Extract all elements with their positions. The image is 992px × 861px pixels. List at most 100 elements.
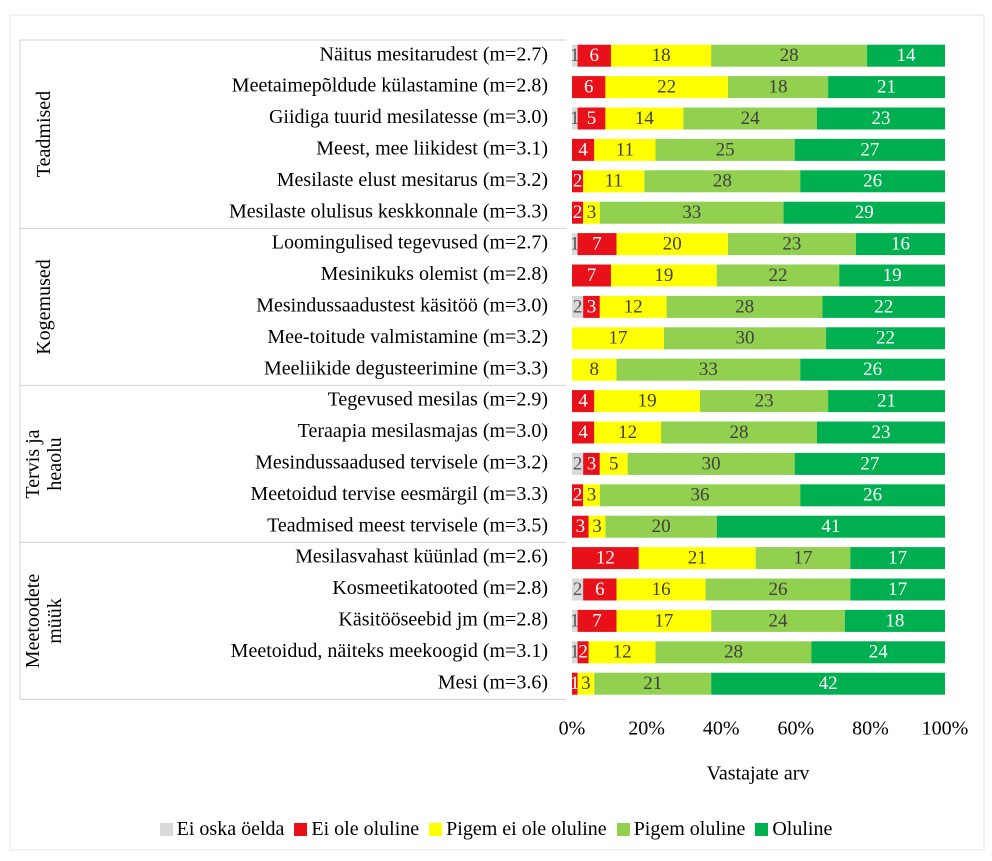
data-label: 22 (876, 328, 895, 349)
bar-segment (599, 295, 667, 318)
bar-segment (577, 107, 606, 130)
data-label: 5 (609, 453, 619, 474)
bar-segment (605, 76, 728, 99)
data-label: 19 (654, 265, 673, 286)
legend-label: Oluline (772, 818, 833, 840)
group-label: Teadmised (33, 91, 55, 178)
bar-segment (794, 138, 945, 161)
bar-segment (577, 609, 617, 632)
bar-segment (616, 358, 801, 381)
data-label: 14 (897, 45, 917, 66)
category-label: Loomingulised tegevused (m=2.7) (272, 232, 548, 254)
data-label: 16 (652, 579, 671, 600)
bar-segment (588, 641, 656, 664)
bar-segment (577, 44, 611, 67)
data-label: 19 (883, 265, 902, 286)
data-label: 18 (885, 610, 904, 631)
bar-segment (572, 578, 584, 601)
bar-segment (583, 170, 645, 193)
data-label: 33 (699, 359, 718, 380)
bar-segment (666, 295, 823, 318)
bar-segment (700, 390, 829, 413)
data-label: 25 (716, 139, 735, 160)
legend: Ei oska öelda Ei ole oluline Pigem ei ole … (0, 818, 992, 841)
data-label: 1 (570, 108, 580, 129)
bar-segment (605, 515, 717, 538)
category-label: Mesi (m=3.6) (438, 671, 548, 693)
data-label: 18 (652, 45, 671, 66)
x-tick-label: 0% (559, 718, 586, 740)
bar-segment (755, 547, 851, 570)
data-label: 30 (735, 328, 754, 349)
bar-segment (572, 233, 578, 256)
category-label: Mesindussaadused tervisele (m=3.2) (255, 451, 548, 473)
data-label: 11 (616, 139, 634, 160)
bar-segment (844, 609, 945, 632)
data-label: 12 (618, 422, 637, 443)
category-label: Mesilaste olulisus keskkonnale (m=3.3) (229, 200, 548, 222)
x-tick-label: 100% (922, 718, 969, 740)
bar-segment (816, 107, 945, 130)
data-label: 24 (869, 642, 889, 663)
bar-segment (638, 547, 756, 570)
bar-segment (867, 44, 945, 67)
bar-segment (577, 233, 617, 256)
bar-segment (783, 201, 945, 224)
data-label: 23 (871, 108, 890, 129)
bar-segment (655, 641, 812, 664)
bar-segment (594, 672, 712, 695)
bar-segment (572, 358, 617, 381)
bar-segment (661, 421, 817, 444)
data-label: 28 (713, 171, 732, 192)
category-label: Meetaimepõldude külastamine (m=2.8) (232, 75, 548, 97)
data-label: 1 (570, 233, 580, 254)
data-label: 6 (595, 579, 605, 600)
category-label: Kosmeetikatooted (m=2.8) (332, 577, 548, 599)
data-label: 2 (573, 485, 583, 506)
bar-segment (572, 672, 578, 695)
bar-segment (800, 484, 945, 507)
bar-segment (572, 295, 584, 318)
data-label: 26 (863, 359, 882, 380)
bar-segment (616, 233, 728, 256)
data-label: 1 (570, 673, 580, 694)
data-label: 12 (624, 296, 643, 317)
category-label: Tegevused mesilas (m=2.9) (328, 389, 548, 411)
data-label: 26 (768, 579, 787, 600)
data-label: 42 (819, 673, 838, 694)
bar-segment (572, 327, 664, 350)
legend-swatch (429, 823, 443, 836)
legend-label: Pigem oluline (633, 818, 746, 840)
legend-label: Ei oska öelda (176, 818, 285, 840)
bar-segment (816, 421, 945, 444)
data-label: 11 (605, 171, 623, 192)
data-label: 23 (871, 422, 890, 443)
bar-segment (610, 44, 712, 67)
bar-segment (850, 578, 945, 601)
data-label: 2 (573, 579, 583, 600)
bar-segment (572, 484, 584, 507)
data-label: 2 (578, 642, 588, 663)
data-label: 8 (590, 359, 600, 380)
bar-segment (583, 452, 600, 475)
category-label: Meest, mee liikidest (m=3.1) (316, 137, 548, 159)
data-label: 26 (863, 485, 882, 506)
bar-segment (594, 138, 656, 161)
data-label: 17 (608, 328, 627, 349)
data-label: 24 (768, 610, 788, 631)
data-label: 29 (855, 202, 874, 223)
bar-segment (822, 295, 945, 318)
bar-segment (583, 484, 600, 507)
bar-segment (655, 138, 795, 161)
x-axis-title: Vastajate arv (707, 763, 810, 785)
data-label: 6 (584, 76, 594, 97)
bar-segment (811, 641, 945, 664)
data-label: 28 (780, 45, 799, 66)
bar-segment (826, 327, 945, 350)
data-label: 7 (592, 610, 602, 631)
legend-item: Oluline (755, 818, 832, 841)
data-label: 7 (592, 233, 602, 254)
data-label: 21 (877, 390, 896, 411)
frame (9, 14, 985, 851)
